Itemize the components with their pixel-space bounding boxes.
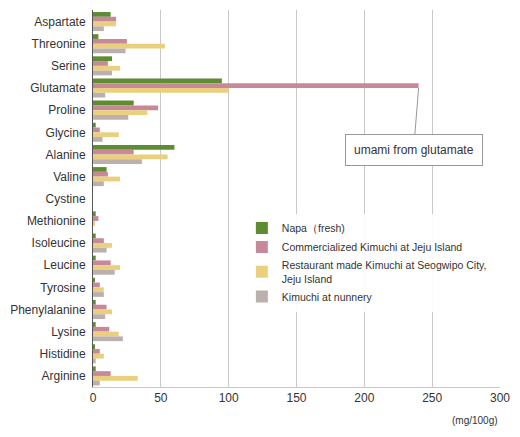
svg-text:300: 300 (490, 391, 510, 405)
svg-text:umami from glutamate: umami from glutamate (354, 143, 474, 157)
svg-text:Cystine: Cystine (46, 192, 86, 206)
svg-text:200: 200 (354, 391, 374, 405)
svg-text:150: 150 (286, 391, 306, 405)
svg-text:Kimuchi at nunnery: Kimuchi at nunnery (282, 290, 373, 302)
svg-text:50: 50 (154, 391, 168, 405)
svg-text:100: 100 (219, 391, 239, 405)
svg-text:Isoleucine: Isoleucine (32, 236, 86, 250)
svg-text:Glycine: Glycine (46, 126, 86, 140)
svg-text:Aspartate: Aspartate (34, 15, 86, 29)
svg-text:Histidine: Histidine (40, 347, 86, 361)
svg-text:Proline: Proline (48, 103, 86, 117)
svg-text:Lysine: Lysine (51, 325, 86, 339)
svg-text:Methionine: Methionine (27, 214, 86, 228)
svg-text:Restaurant made Kimuchi at Seo: Restaurant made Kimuchi at Seogwipo City… (282, 259, 487, 285)
svg-text:Leucine: Leucine (44, 258, 86, 272)
svg-text:Tyrosine: Tyrosine (40, 281, 86, 295)
svg-text:Threonine: Threonine (32, 37, 86, 51)
svg-text:Alanine: Alanine (46, 148, 86, 162)
svg-text:Serine: Serine (51, 59, 86, 73)
svg-text:0: 0 (90, 391, 97, 405)
svg-text:Napa（fresh): Napa（fresh) (282, 222, 345, 234)
svg-text:250: 250 (422, 391, 442, 405)
svg-text:(mg/100g): (mg/100g) (452, 415, 498, 426)
svg-text:Glutamate: Glutamate (30, 81, 86, 95)
svg-text:Valine: Valine (53, 170, 86, 184)
svg-text:Arginine: Arginine (42, 369, 86, 383)
svg-text:Commercialized Kimuchi at Jeju: Commercialized Kimuchi at Jeju Island (282, 241, 462, 253)
svg-text:Phenylalanine: Phenylalanine (10, 303, 86, 317)
